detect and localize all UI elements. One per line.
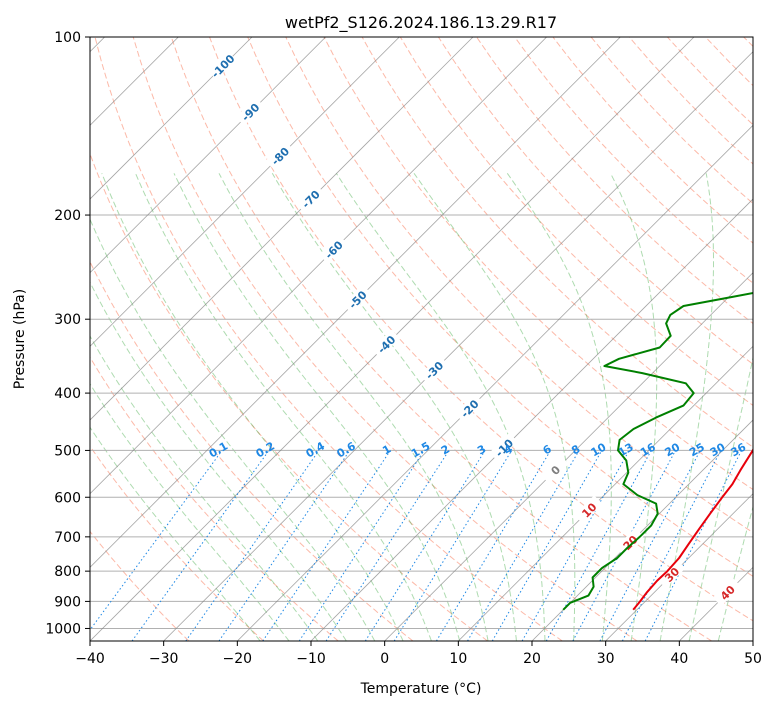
dry-adiabat-line [247, 37, 753, 577]
mixing-ratio-line [364, 450, 486, 641]
mixing-ratio-line [435, 450, 552, 641]
isotherm-label-bg [235, 97, 264, 126]
isotherm-label-bg [540, 455, 569, 484]
x-tick-label: 10 [449, 651, 467, 667]
x-tick-label: 40 [670, 651, 688, 667]
isotherm-line [605, 493, 753, 641]
profiles [562, 291, 753, 611]
dry-adiabat-line [90, 152, 488, 641]
dry-adiabat-line [437, 37, 753, 365]
y-axis-label: Pressure (hPa) [12, 289, 28, 389]
y-tick-label: 400 [54, 386, 81, 402]
temperature-profile-line [632, 447, 753, 611]
moist-adiabat-line [135, 173, 432, 641]
x-tick-label: 50 [744, 651, 762, 667]
x-axis-ticks: −40 −30 −20 −10 0 10 20 30 40 50 [75, 641, 762, 667]
isotherm-line [90, 37, 621, 568]
x-tick-label: 0 [380, 651, 389, 667]
isotherm-label-bg [208, 51, 237, 80]
y-tick-label: 800 [54, 564, 81, 580]
y-tick-label: 900 [54, 594, 81, 610]
dry-adiabat-line [514, 37, 753, 284]
moist-adiabat-line [506, 173, 612, 641]
moist-adiabat-line [218, 173, 489, 641]
dry-adiabat-line [132, 37, 638, 641]
dry-adiabat-line [209, 37, 753, 622]
y-tick-label: 100 [54, 30, 81, 46]
isotherm-line [237, 124, 753, 641]
isotherm-line [90, 37, 326, 274]
isotherm-label-bg [371, 329, 400, 358]
dry-adiabat-line [399, 37, 753, 407]
dry-adiabats [90, 37, 753, 641]
moist-adiabat-line [90, 217, 376, 641]
isotherm-label-bg [342, 284, 372, 314]
isotherm-label-bg [712, 577, 742, 607]
moist-adiabat-line [271, 173, 517, 641]
moist-adiabat-line [90, 426, 261, 641]
pressure-gridlines [90, 37, 753, 629]
isotherm-line [458, 345, 753, 641]
dewpoint-profile-line [562, 291, 753, 611]
y-tick-label: 200 [54, 208, 81, 224]
y-tick-label: 300 [54, 312, 81, 328]
isotherm-label-bg [615, 527, 644, 557]
isotherm-line [90, 37, 547, 495]
y-tick-label: 600 [54, 490, 81, 506]
isotherm-label-bg [419, 355, 448, 384]
isotherm-line [90, 37, 400, 347]
plot-frame [89, 36, 754, 642]
mixing-ratio-line [521, 450, 630, 641]
isotherm-label-bg [265, 141, 294, 170]
isotherm-label-bg [657, 559, 686, 589]
x-axis-label: Temperature (°C) [360, 681, 482, 697]
isotherm-line [90, 37, 253, 200]
isotherm-label-bg [489, 433, 518, 462]
isotherm-label-bg [574, 495, 603, 524]
mixing-ratio-lines [90, 450, 742, 641]
chart-title: wetPf2_S126.2024.186.13.29.R17 [285, 13, 557, 33]
mixing-ratio-line [131, 450, 270, 641]
x-tick-label: −10 [296, 651, 326, 667]
x-tick-label: 30 [597, 651, 615, 667]
mixing-ratio-line [393, 450, 513, 641]
dry-adiabat-line [90, 530, 190, 641]
x-tick-label: −30 [149, 651, 179, 667]
moist-adiabat-line [413, 173, 576, 641]
moist-adiabat-line [90, 335, 319, 641]
y-tick-label: 1000 [45, 621, 81, 637]
y-axis-ticks: 100 200 300 400 500 600 700 800 900 1000 [45, 30, 90, 637]
isotherm-line [90, 37, 474, 421]
moist-adiabat-line [101, 173, 404, 641]
x-tick-label: −40 [75, 651, 105, 667]
mixing-ratio-line [467, 450, 580, 641]
y-tick-label: 500 [54, 443, 81, 459]
mixing-ratio-line [90, 450, 223, 631]
dry-adiabat-line [90, 356, 339, 641]
y-tick-label: 700 [54, 530, 81, 546]
isotherm-label-bg [318, 234, 348, 264]
moist-adiabat-line [717, 505, 753, 641]
mixing-ratio-line [185, 450, 320, 641]
mixing-ratio-line [325, 450, 450, 641]
moist-adiabat-line [90, 281, 347, 641]
isotherm-line [310, 198, 753, 641]
isotherm-line [384, 272, 753, 641]
moist-adiabat-line [90, 382, 290, 641]
mixing-ratio-line [218, 450, 351, 641]
dry-adiabat-line [94, 37, 563, 641]
dry-adiabat-line [170, 37, 712, 641]
moist-adiabat-line [688, 355, 753, 641]
moist-adiabat-line [659, 173, 714, 641]
isotherm-line [163, 51, 753, 641]
x-tick-label: 20 [523, 651, 541, 667]
moist-adiabat-line [173, 173, 461, 641]
isotherm-label-bg [295, 184, 325, 213]
dry-adiabat-line [90, 445, 264, 641]
x-tick-label: −20 [223, 651, 253, 667]
mixing-ratio-line [491, 450, 603, 641]
isotherm-label-bg [454, 393, 484, 423]
